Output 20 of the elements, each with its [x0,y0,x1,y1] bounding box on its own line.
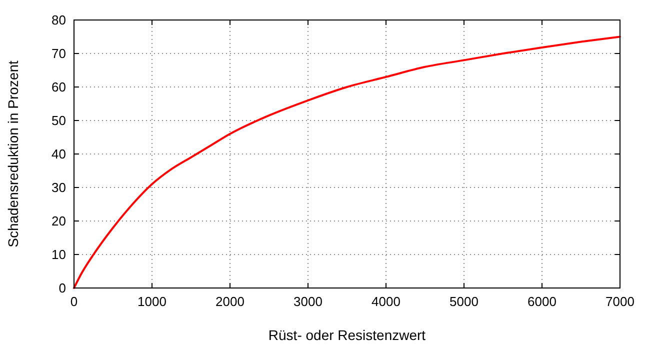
x-tick-label: 2000 [216,294,244,309]
x-tick-label: 4000 [372,294,400,309]
line-series [73,36,621,289]
x-tick-label: 5000 [450,294,478,309]
y-tick-label: 20 [52,214,66,229]
y-tick-label: 0 [58,280,66,296]
x-axis-title: Rüst- oder Resistenzwert [268,327,426,343]
y-tick-label: 40 [52,146,66,162]
y-tick-label: 10 [52,247,66,262]
y-tick-label: 50 [52,113,66,128]
y-tick-label: 80 [52,12,66,28]
x-tick-label: 1000 [138,294,166,309]
x-tick-label: 6000 [528,294,556,309]
y-tick-label: 70 [52,46,66,62]
y-axis-title: Schadensreduktion in Prozent [5,60,21,248]
x-tick-label: 3000 [294,294,322,309]
x-tick-label: 0 [70,294,78,309]
y-tick-label: 30 [52,180,66,196]
y-tick-label: 60 [52,80,66,95]
x-tick-label: 7000 [606,294,634,309]
